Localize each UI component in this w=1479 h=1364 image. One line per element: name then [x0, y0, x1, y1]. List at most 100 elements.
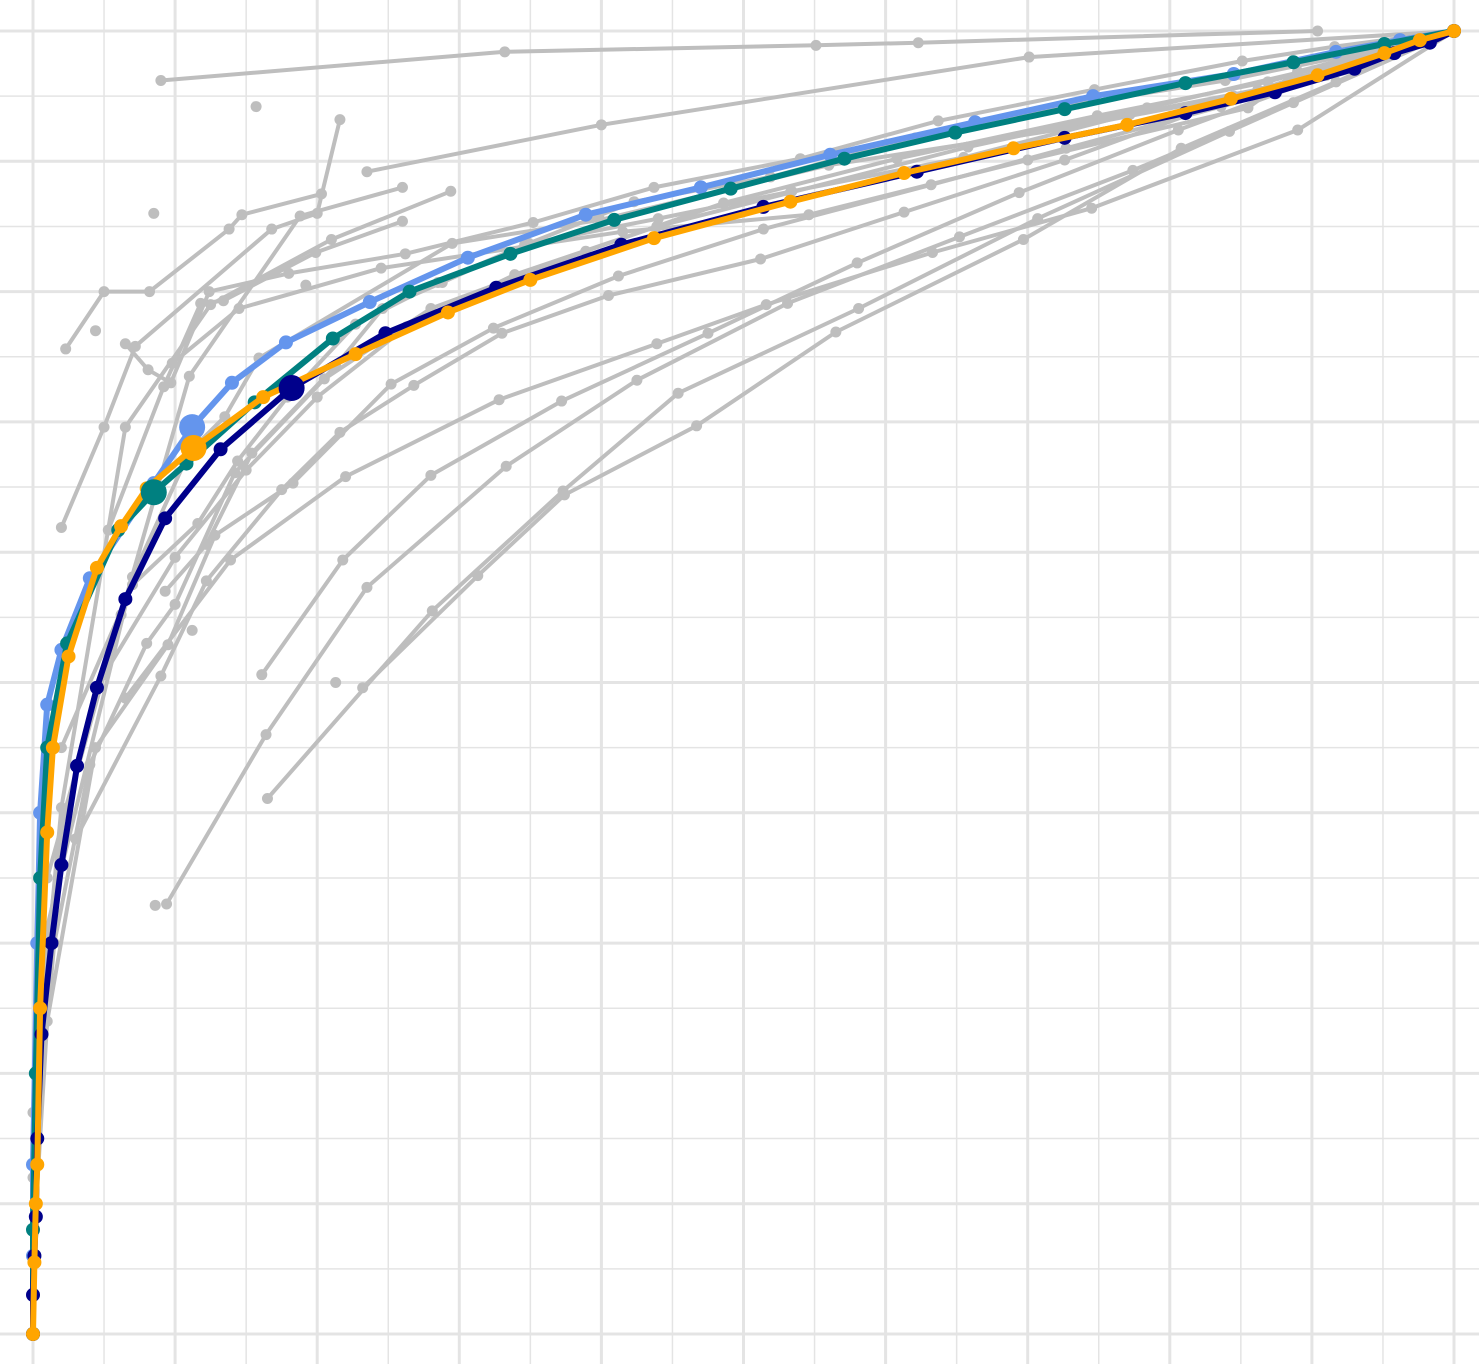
highlight-point [278, 375, 305, 402]
background-series-line [123, 29, 1456, 385]
background-series-point [953, 231, 965, 243]
series-point [325, 331, 340, 346]
background-series-point [223, 223, 235, 235]
background-series-point [169, 598, 181, 610]
background-series-4 [27, 185, 457, 1118]
background-series-point [283, 267, 295, 279]
background-series-point [672, 387, 684, 399]
background-series-point [209, 529, 221, 541]
series-point [693, 180, 708, 195]
series-point [26, 1327, 40, 1341]
series-point [256, 390, 271, 405]
background-series-point [648, 181, 660, 193]
background-series-point [603, 290, 615, 302]
series-point [646, 231, 661, 246]
series-point [1310, 68, 1325, 83]
background-series-point [1175, 142, 1187, 154]
background-series-point [200, 575, 212, 587]
background-series-point [340, 471, 352, 483]
background-series-point [1262, 76, 1274, 88]
background-series-point [527, 217, 539, 229]
background-series-point [1091, 110, 1103, 122]
background-series-point [1312, 25, 1324, 37]
background-series-point [165, 377, 177, 389]
series-point [278, 335, 293, 350]
background-series-point [55, 521, 67, 533]
highlight-points-group [140, 375, 305, 506]
background-series-line [63, 191, 324, 351]
background-series-point [142, 364, 154, 376]
background-series-point [757, 223, 769, 235]
background-series-point [266, 223, 278, 235]
series-point [44, 936, 59, 951]
background-series-point [493, 394, 505, 406]
series-point [28, 1196, 43, 1211]
background-series-point [287, 477, 299, 489]
background-series-point [155, 75, 167, 87]
background-series-12 [357, 25, 1460, 694]
background-series-point [425, 469, 437, 481]
background-point [90, 325, 102, 337]
series-point [213, 442, 228, 457]
background-series-point [612, 270, 624, 282]
background-point [149, 899, 161, 911]
series-line [30, 28, 1457, 1337]
background-series-line [38, 185, 405, 1069]
series-point [45, 740, 60, 755]
series-point [70, 758, 85, 773]
series-point [348, 347, 363, 362]
series-point [783, 194, 798, 209]
series-point [723, 181, 738, 196]
background-series-point [1013, 187, 1025, 199]
background-series-point [651, 338, 663, 350]
series-point [118, 592, 133, 607]
background-series-point [558, 489, 570, 501]
background-series-point [691, 420, 703, 432]
background-point [250, 101, 262, 113]
background-series-point [1059, 154, 1071, 166]
background-series-point [169, 551, 181, 563]
background-series-point [810, 39, 822, 51]
background-series-point [385, 378, 397, 390]
series-point [114, 519, 129, 534]
series-point [1447, 24, 1461, 38]
series-point [823, 147, 838, 162]
series-point [607, 212, 622, 227]
background-series-point [556, 395, 568, 407]
series-point [89, 560, 104, 575]
background-series-point [119, 338, 131, 350]
series-point [948, 125, 963, 140]
background-series-point [487, 322, 499, 334]
background-series-line [265, 29, 1456, 801]
background-series-point [325, 233, 337, 245]
background-series-point [755, 253, 767, 265]
background-series-point [1172, 124, 1184, 136]
background-series-point [652, 213, 664, 225]
background-series-point [102, 524, 114, 536]
background-series-point [315, 188, 327, 200]
background-series-point [617, 226, 629, 238]
background-series-point [318, 373, 330, 385]
background-series-point [144, 286, 156, 298]
background-series-point [891, 153, 903, 165]
background-series-point [337, 554, 349, 566]
background-point [148, 207, 160, 219]
background-series-0 [155, 25, 1324, 87]
background-series-point [161, 898, 173, 910]
series-point [54, 857, 69, 872]
series-point [27, 1255, 42, 1270]
background-series-point [232, 455, 244, 467]
background-series-point [162, 639, 174, 651]
background-series-point [256, 669, 268, 681]
background-series-point [98, 286, 110, 298]
background-series-point [294, 210, 306, 222]
series-point [40, 825, 55, 840]
series-line [30, 28, 1457, 1337]
background-point [300, 279, 312, 291]
background-series-point [260, 729, 272, 741]
series-point [440, 305, 455, 320]
background-series-point [499, 46, 511, 58]
background-series-point [496, 327, 508, 339]
